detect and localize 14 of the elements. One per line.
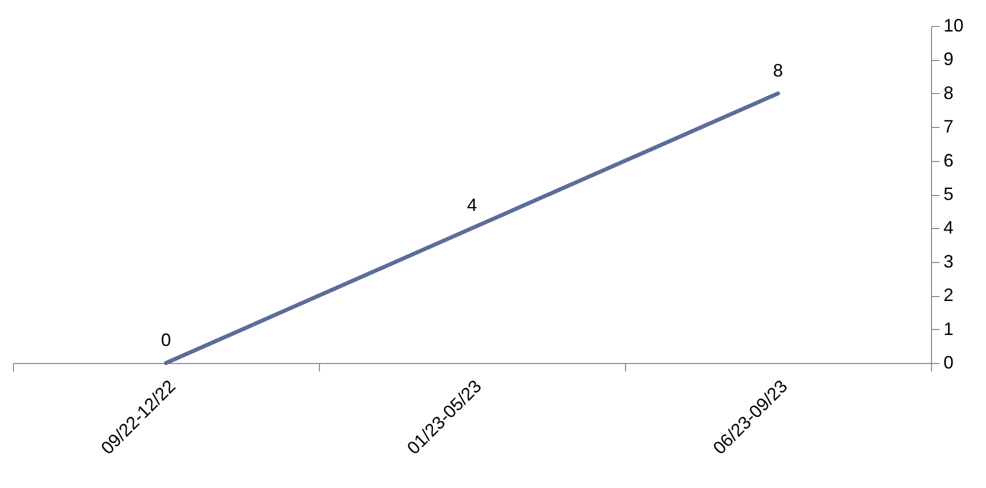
y-tick-label: 5 [944, 184, 954, 204]
y-tick-label: 7 [944, 116, 954, 137]
y-tick-label: 9 [944, 49, 954, 70]
data-label: 0 [160, 330, 172, 350]
y-tick-label: 4 [944, 218, 954, 238]
y-tick-label: 2 [944, 285, 954, 306]
y-tick-label: 10 [944, 16, 964, 36]
data-label: 8 [772, 60, 784, 80]
y-tick-label: 0 [944, 352, 954, 372]
y-tick-label: 8 [944, 82, 954, 103]
y-tick-label: 3 [944, 251, 954, 272]
y-tick-label: 6 [944, 150, 954, 170]
y-tick-label: 1 [944, 318, 954, 339]
data-label: 4 [466, 195, 478, 216]
